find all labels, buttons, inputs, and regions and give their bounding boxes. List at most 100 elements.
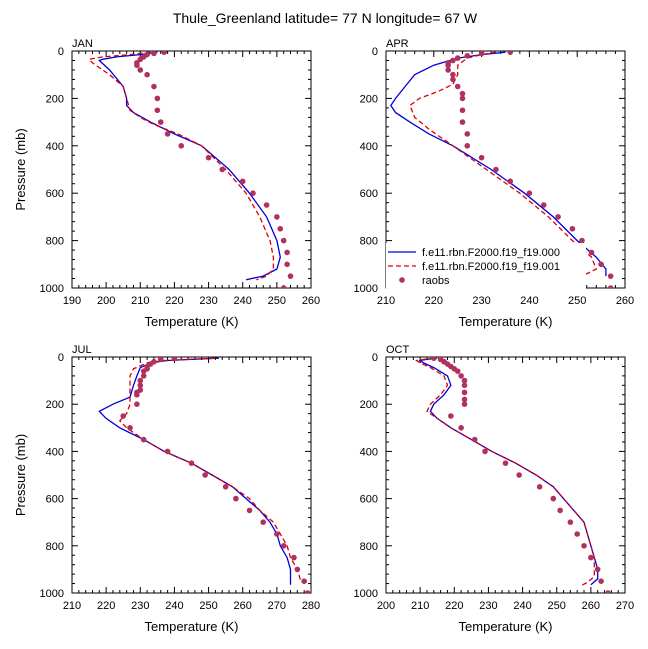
- raobs-point: [588, 249, 595, 256]
- x-tick-label: 250: [199, 600, 217, 612]
- raobs-point: [540, 202, 547, 208]
- x-axis-label: Temperature (K): [459, 314, 553, 329]
- raobs-point: [284, 249, 290, 256]
- raobs-point: [478, 51, 485, 57]
- y-tick-label: 800: [46, 236, 64, 248]
- raobs-point: [579, 237, 585, 244]
- raobs-point: [588, 554, 594, 561]
- raobs-point: [526, 190, 533, 196]
- y-tick-label: 400: [360, 141, 378, 153]
- raobs-point: [222, 484, 229, 490]
- raobs-point: [134, 62, 140, 69]
- raobs-point: [461, 396, 468, 403]
- plot-frame: [385, 356, 626, 594]
- raobs-point: [137, 382, 144, 389]
- x-tick-label: 230: [479, 600, 497, 612]
- y-tick-label: 800: [360, 236, 378, 248]
- x-tick-label: 280: [302, 600, 320, 612]
- raobs-point: [567, 519, 574, 525]
- raobs-point: [478, 154, 485, 161]
- legend-entry: f.e11.rbn.F2000.f19_f19.000: [422, 247, 560, 259]
- raobs-point: [450, 71, 456, 78]
- y-tick-label: 600: [46, 188, 64, 200]
- raobs-point: [260, 519, 267, 525]
- x-tick-label: 210: [377, 295, 395, 307]
- raobs-point: [154, 95, 161, 102]
- raobs-point: [140, 368, 147, 374]
- raobs-point: [277, 225, 284, 232]
- x-tick-label: 210: [63, 600, 81, 612]
- raobs-point: [461, 389, 468, 396]
- series-line-001: [118, 357, 302, 582]
- raobs-point: [605, 590, 611, 593]
- raobs-point: [140, 436, 147, 443]
- x-tick-label: 250: [568, 295, 586, 307]
- raobs-point: [482, 448, 488, 455]
- raobs-point: [454, 368, 461, 374]
- y-tick-label: 200: [360, 399, 378, 411]
- raobs-point: [137, 377, 144, 384]
- series-line-000: [98, 357, 292, 585]
- legend: f.e11.rbn.F2000.f19_f19.000 f.e11.rbn.F20…: [386, 243, 586, 289]
- raobs-point: [550, 495, 557, 502]
- legend-marker-raobs: [399, 277, 405, 283]
- raobs-point: [291, 554, 297, 561]
- x-tick-label: 220: [425, 295, 443, 307]
- raobs-point: [301, 578, 307, 584]
- y-tick-label: 0: [372, 352, 378, 364]
- y-tick-label: 0: [58, 46, 64, 58]
- raobs-point: [461, 401, 468, 408]
- raobs-point: [157, 119, 164, 125]
- panel-oct: OCT 200 210 220 230 240 250 260 270 0 200 400 600 800…: [354, 344, 635, 634]
- y-tick-label: 1000: [354, 588, 378, 600]
- y-tick-label: 600: [46, 494, 64, 506]
- raobs-point: [464, 131, 471, 137]
- raobs-point: [459, 107, 466, 114]
- raobs-point: [607, 285, 614, 288]
- raobs-point: [164, 448, 171, 455]
- plot-frame: [71, 356, 312, 594]
- raobs-point: [157, 357, 164, 363]
- raobs-point: [459, 95, 466, 102]
- raobs-point: [178, 143, 185, 149]
- panel-title: JUL: [72, 344, 92, 356]
- raobs-point: [140, 373, 147, 379]
- series-line-000: [418, 357, 599, 586]
- raobs-point: [431, 357, 437, 361]
- raobs-point: [459, 119, 466, 125]
- y-tick-label: 800: [46, 541, 64, 553]
- x-tick-label: 230: [472, 295, 490, 307]
- raobs-point: [557, 507, 563, 514]
- x-axis-label: Temperature (K): [145, 619, 239, 634]
- raobs-point: [458, 373, 464, 379]
- raobs-point: [161, 51, 167, 55]
- raobs-point: [137, 67, 144, 73]
- raobs-point: [294, 566, 301, 573]
- panel-jan: JAN 190 200 210 220 230 240 250 260 0 200 400 600 800…: [13, 38, 320, 329]
- raobs-point: [304, 590, 311, 593]
- x-axis-label: Temperature (K): [459, 619, 553, 634]
- raobs-point: [164, 131, 171, 137]
- raobs-point: [202, 472, 208, 478]
- x-axis-label: Temperature (K): [145, 314, 239, 329]
- x-tick-label: 220: [97, 600, 115, 612]
- raobs-point: [274, 531, 280, 537]
- y-tick-label: 200: [46, 93, 64, 105]
- y-tick-label: 400: [360, 446, 378, 458]
- panels: JAN 190 200 210 220 230 240 250 260 0 200 400 600 800…: [13, 38, 634, 634]
- legend-entry: raobs: [422, 275, 450, 287]
- legend-entry: f.e11.rbn.F2000.f19_f19.001: [422, 261, 560, 273]
- raobs-point: [574, 531, 580, 537]
- series-line-001: [409, 51, 598, 281]
- x-tick-label: 220: [165, 295, 183, 307]
- x-tick-label: 240: [234, 295, 252, 307]
- raobs-point: [502, 460, 509, 467]
- panel-jul: JUL 210 220 230 240 250 260 270 280 0 200 400 600 800…: [13, 344, 320, 634]
- raobs-point: [219, 166, 226, 173]
- raobs-point: [507, 178, 514, 185]
- raobs-point: [280, 543, 287, 549]
- x-tick-label: 240: [165, 600, 183, 612]
- raobs-point: [461, 377, 468, 384]
- raobs-point: [205, 154, 212, 161]
